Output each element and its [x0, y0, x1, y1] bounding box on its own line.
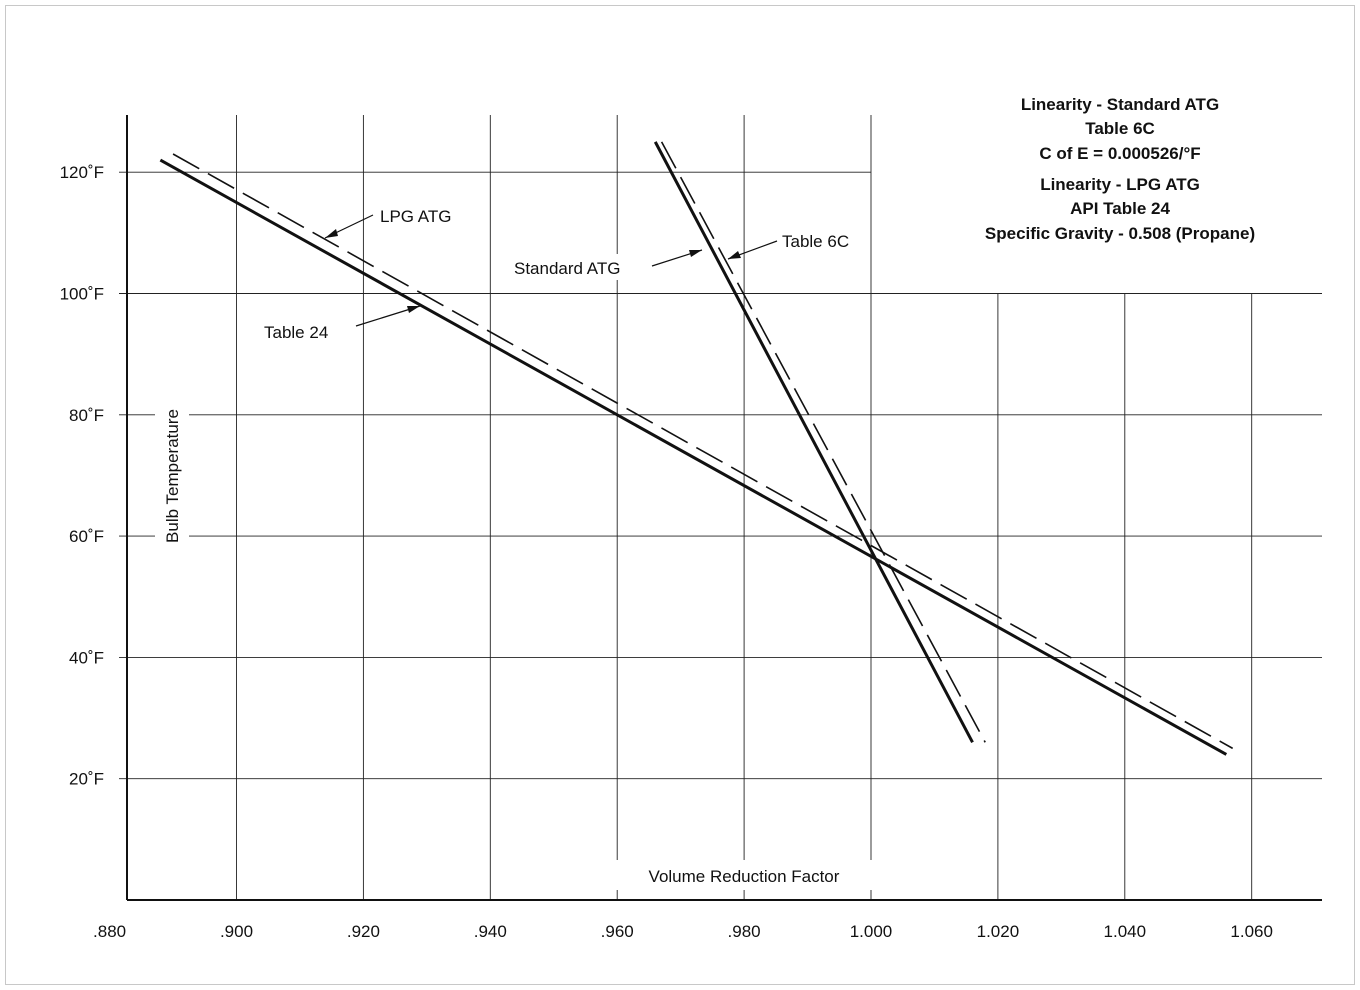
- x-tick-label: .920: [347, 922, 380, 941]
- series-line-table-6c: [660, 141, 986, 743]
- annotations: LPG ATG Table 24 Standard ATG Table 6C: [258, 202, 869, 344]
- arrowhead-table-6c: [728, 251, 741, 259]
- annotation-lpg-atg: LPG ATG: [380, 207, 452, 226]
- x-tick-label: .940: [474, 922, 507, 941]
- tick-labels: .880 .900 .920 .940 .960 .980 1.000 1.020 1.040 1…: [60, 163, 1273, 941]
- y-tick-label: 80˚F: [69, 406, 104, 425]
- chart-frame: [5, 5, 1355, 985]
- arrowhead-standard-atg: [689, 250, 702, 257]
- arrowhead-lpg-atg: [325, 229, 338, 238]
- x-tick-label: .880: [93, 922, 126, 941]
- title-line-1: Linearity - Standard ATG: [1021, 95, 1219, 114]
- x-tick-label: .980: [728, 922, 761, 941]
- series-line-lpg-atg: [159, 158, 1228, 756]
- series-lines: [159, 141, 1234, 756]
- x-tick-label: 1.020: [977, 922, 1020, 941]
- arrowhead-table-24: [407, 306, 420, 313]
- y-axis-label: Bulb Temperature: [163, 409, 182, 543]
- x-tick-label: .900: [220, 922, 253, 941]
- title-line-5: API Table 24: [1070, 199, 1170, 218]
- ylabel-background: [155, 390, 189, 570]
- x-tick-label: .960: [601, 922, 634, 941]
- y-tick-label: 40˚F: [69, 648, 104, 667]
- x-axis-label: Volume Reduction Factor: [649, 867, 840, 886]
- annotation-standard-atg: Standard ATG: [514, 259, 620, 278]
- series-line-table-24: [172, 153, 1234, 750]
- x-tick-label: 1.000: [850, 922, 893, 941]
- x-tick-label: 1.040: [1104, 922, 1147, 941]
- x-tick-label: 1.060: [1230, 922, 1273, 941]
- grid-lines: [119, 115, 1322, 900]
- y-tick-label: 60˚F: [69, 527, 104, 546]
- axes: [126, 115, 1322, 901]
- title-line-4: Linearity - LPG ATG: [1040, 175, 1200, 194]
- title-line-2: Table 6C: [1085, 119, 1155, 138]
- chart-title-block: Linearity - Standard ATG Table 6C C of E…: [985, 95, 1255, 243]
- annotation-table-6c: Table 6C: [782, 232, 849, 251]
- title-line-3: C of E = 0.000526/°F: [1039, 144, 1200, 163]
- y-tick-label: 100˚F: [60, 285, 104, 304]
- title-line-6: Specific Gravity - 0.508 (Propane): [985, 224, 1255, 243]
- xlabel-background: [616, 860, 872, 890]
- y-tick-label: 20˚F: [69, 770, 104, 789]
- annotation-table-24: Table 24: [264, 323, 328, 342]
- series-line-standard-atg: [653, 141, 974, 744]
- y-tick-label: 120˚F: [60, 163, 104, 182]
